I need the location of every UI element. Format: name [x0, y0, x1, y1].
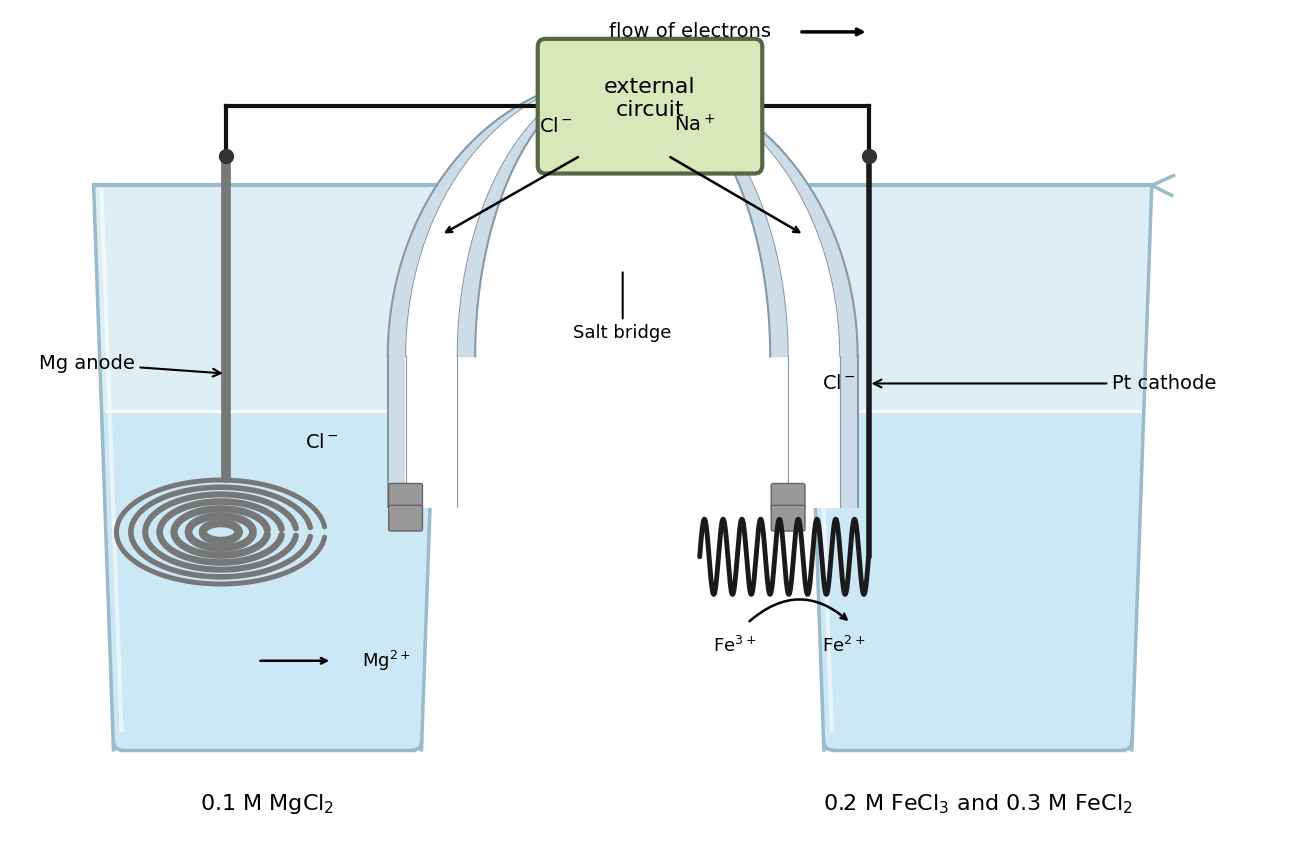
Text: Fe$^{3+}$: Fe$^{3+}$: [712, 636, 757, 656]
Text: Mg anode: Mg anode: [39, 354, 221, 376]
Text: Fe$^{2+}$: Fe$^{2+}$: [822, 636, 866, 656]
Text: Pt cathode: Pt cathode: [874, 374, 1217, 393]
Text: 0.1 M MgCl$_2$: 0.1 M MgCl$_2$: [200, 792, 334, 816]
FancyBboxPatch shape: [538, 39, 762, 173]
Text: Cl$^-$: Cl$^-$: [306, 433, 339, 452]
FancyBboxPatch shape: [771, 483, 805, 509]
Text: Mg$^{2+}$: Mg$^{2+}$: [361, 649, 411, 673]
FancyBboxPatch shape: [771, 505, 805, 531]
Polygon shape: [94, 186, 441, 750]
Text: Salt bridge: Salt bridge: [573, 273, 672, 342]
Text: Cl$^-$: Cl$^-$: [822, 374, 855, 393]
Text: Na$^+$: Na$^+$: [673, 115, 715, 135]
Text: flow of electrons: flow of electrons: [608, 22, 771, 41]
Polygon shape: [803, 186, 1152, 750]
Polygon shape: [387, 77, 858, 507]
Polygon shape: [812, 411, 1144, 750]
Polygon shape: [101, 411, 433, 750]
Polygon shape: [406, 77, 840, 507]
FancyBboxPatch shape: [389, 505, 422, 531]
Text: Cl$^-$: Cl$^-$: [538, 117, 572, 135]
Text: external
circuit: external circuit: [604, 77, 696, 120]
FancyBboxPatch shape: [389, 483, 422, 509]
Text: 0.2 M FeCl$_3$ and 0.3 M FeCl$_2$: 0.2 M FeCl$_3$ and 0.3 M FeCl$_2$: [823, 792, 1132, 816]
